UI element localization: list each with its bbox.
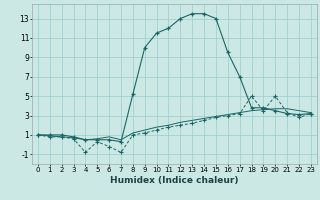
X-axis label: Humidex (Indice chaleur): Humidex (Indice chaleur) [110, 176, 239, 185]
